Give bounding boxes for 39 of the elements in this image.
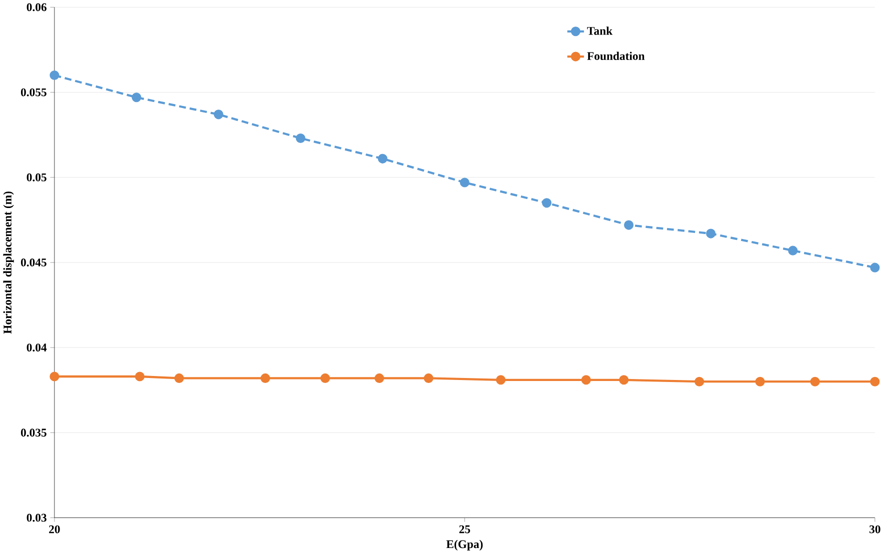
point bbox=[50, 70, 60, 80]
y-tick-label: 0.06 bbox=[26, 3, 46, 12]
point bbox=[755, 376, 765, 386]
point bbox=[174, 374, 184, 384]
point bbox=[619, 375, 629, 385]
y-tick-label: 0.03 bbox=[26, 514, 46, 522]
x-tick-label: 30 bbox=[870, 525, 880, 534]
point bbox=[810, 376, 820, 386]
point bbox=[296, 134, 306, 144]
point bbox=[706, 228, 716, 238]
point bbox=[50, 372, 60, 382]
y-tick-label: 0.035 bbox=[20, 428, 46, 437]
point bbox=[694, 376, 704, 386]
x-axis-title: E(Gpa) bbox=[446, 540, 483, 551]
x-tick-label: 20 bbox=[49, 525, 60, 534]
y-tick-label: 0.045 bbox=[20, 258, 46, 267]
y-tick-label: 0.055 bbox=[20, 88, 46, 96]
point bbox=[424, 374, 434, 384]
point bbox=[496, 375, 506, 385]
point bbox=[132, 92, 142, 102]
point bbox=[214, 110, 224, 120]
point bbox=[378, 154, 388, 164]
point bbox=[870, 376, 880, 386]
y-axis-title: Horizontal displacement (m) bbox=[3, 192, 14, 334]
y-tick-label: 0.05 bbox=[26, 174, 46, 182]
point bbox=[624, 220, 634, 230]
legend-label: Foundation bbox=[587, 52, 645, 60]
point bbox=[460, 178, 470, 188]
point bbox=[542, 198, 552, 208]
x-tick-label: 25 bbox=[459, 525, 470, 534]
point bbox=[581, 375, 591, 385]
y-tick-label: 0.04 bbox=[26, 344, 47, 352]
point bbox=[788, 246, 798, 256]
point bbox=[870, 262, 880, 272]
point bbox=[260, 374, 270, 384]
point bbox=[134, 372, 145, 382]
legend-label: Tank bbox=[587, 26, 613, 35]
point bbox=[374, 374, 384, 384]
point bbox=[320, 374, 330, 384]
